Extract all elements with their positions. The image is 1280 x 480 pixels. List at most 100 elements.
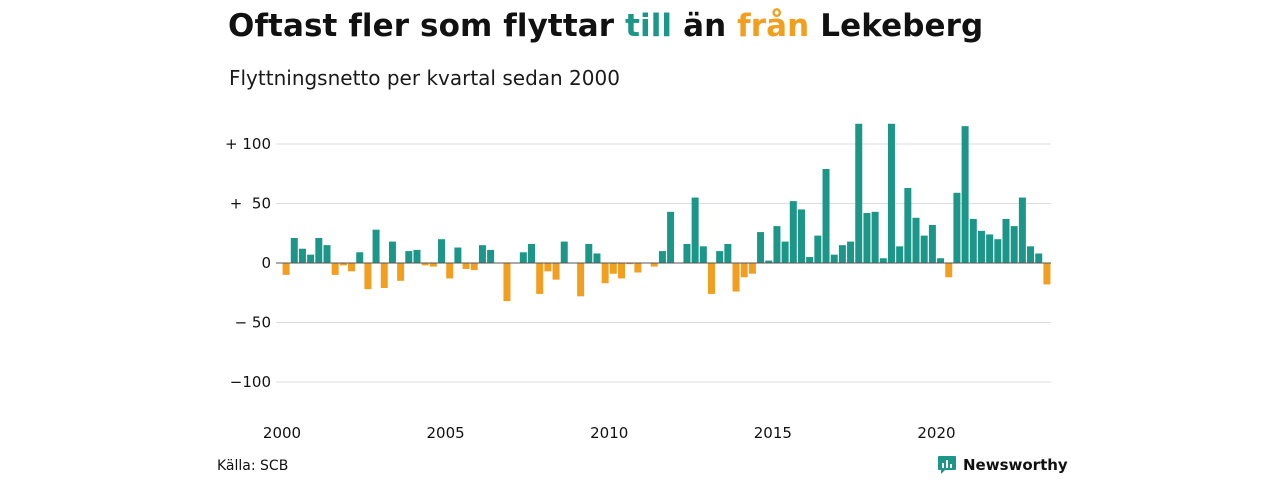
bar	[650, 263, 658, 267]
bar	[290, 238, 298, 263]
bar	[372, 229, 380, 263]
bar	[748, 263, 756, 274]
bar	[822, 168, 830, 263]
chart-subtitle: Flyttningsnetto per kvartal sedan 2000	[229, 66, 620, 90]
bar	[528, 243, 536, 263]
bar	[937, 258, 945, 263]
bar	[577, 263, 585, 297]
bar	[912, 217, 920, 263]
bar	[618, 263, 626, 279]
bar	[446, 263, 454, 279]
bar	[732, 263, 740, 292]
bar	[470, 263, 478, 271]
bar	[413, 249, 421, 263]
bar	[356, 252, 364, 263]
bar	[609, 263, 617, 274]
bar	[757, 232, 765, 263]
bar	[388, 241, 396, 263]
bar	[961, 126, 969, 264]
bars	[282, 123, 1051, 302]
brand-name: Newsworthy	[963, 456, 1068, 474]
bar	[1018, 197, 1026, 263]
bar	[364, 263, 372, 290]
y-tick-label: + 100	[225, 135, 271, 153]
y-tick-label: −100	[230, 373, 271, 391]
bar	[789, 201, 797, 263]
bar	[323, 245, 331, 263]
bar	[282, 263, 290, 275]
bar	[593, 253, 601, 263]
bar	[855, 123, 863, 264]
bar	[503, 263, 511, 302]
title-till: till	[625, 8, 673, 44]
bar	[920, 235, 928, 263]
bar	[1002, 218, 1010, 263]
x-tick-label: 2005	[427, 424, 465, 442]
bar	[667, 211, 675, 263]
bar	[429, 263, 437, 267]
bar	[658, 251, 666, 263]
bar	[994, 239, 1002, 263]
bar	[986, 234, 994, 263]
y-tick-label: + 50	[230, 195, 271, 213]
bar	[945, 263, 953, 278]
title-part-3: Lekeberg	[809, 8, 984, 44]
newsworthy-logo-icon	[938, 456, 956, 474]
bar	[487, 249, 495, 263]
bar	[315, 238, 323, 263]
bar	[454, 247, 462, 263]
y-tick-label: − 50	[235, 314, 271, 332]
chart-title: Oftast fler som flyttar till än från Lek…	[228, 8, 983, 44]
bar	[307, 254, 315, 263]
bar	[847, 241, 855, 263]
bar	[953, 192, 961, 263]
x-tick-label: 2000	[263, 424, 301, 442]
bar	[331, 263, 339, 275]
bar	[405, 251, 413, 263]
bar	[724, 243, 732, 263]
bar	[699, 246, 707, 263]
title-fran: från	[737, 8, 810, 44]
bar	[544, 263, 552, 272]
bar-chart: + 100 + 50 0 − 50 −100 2000 2005 2010 2015 2020	[225, 123, 1051, 442]
bar	[896, 246, 904, 263]
bar	[601, 263, 609, 284]
bar	[740, 263, 748, 278]
bar	[380, 263, 388, 288]
bar	[977, 230, 985, 263]
bar	[626, 263, 634, 265]
bar	[879, 258, 887, 263]
bar	[536, 263, 544, 294]
bar	[904, 188, 912, 263]
title-part-2: än	[672, 8, 738, 44]
bar	[716, 251, 724, 263]
bar	[1027, 246, 1035, 263]
bar	[519, 252, 527, 263]
bar	[298, 248, 306, 263]
bar	[421, 263, 429, 266]
source-note: Källa: SCB	[217, 458, 289, 474]
bar	[462, 263, 470, 269]
bar	[863, 213, 871, 263]
x-tick-label: 2010	[590, 424, 628, 442]
gridlines	[276, 143, 1051, 383]
newsworthy-logo: Newsworthy	[937, 455, 1068, 475]
bar	[765, 260, 773, 263]
bar	[871, 211, 879, 263]
title-part-1: Oftast fler som flyttar	[228, 8, 626, 44]
bar	[969, 218, 977, 263]
bar	[781, 241, 789, 263]
bar	[1035, 253, 1043, 263]
bar	[928, 224, 936, 263]
bar	[339, 263, 347, 266]
bar	[438, 239, 446, 263]
x-axis-tick-labels: 2000 2005 2010 2015 2020	[263, 424, 956, 442]
y-tick-label: 0	[261, 254, 271, 272]
bar	[830, 254, 838, 263]
x-tick-label: 2020	[917, 424, 955, 442]
bar	[887, 123, 895, 264]
bar	[806, 257, 814, 263]
bar	[814, 235, 822, 263]
bar	[634, 263, 642, 273]
bar	[838, 245, 846, 263]
